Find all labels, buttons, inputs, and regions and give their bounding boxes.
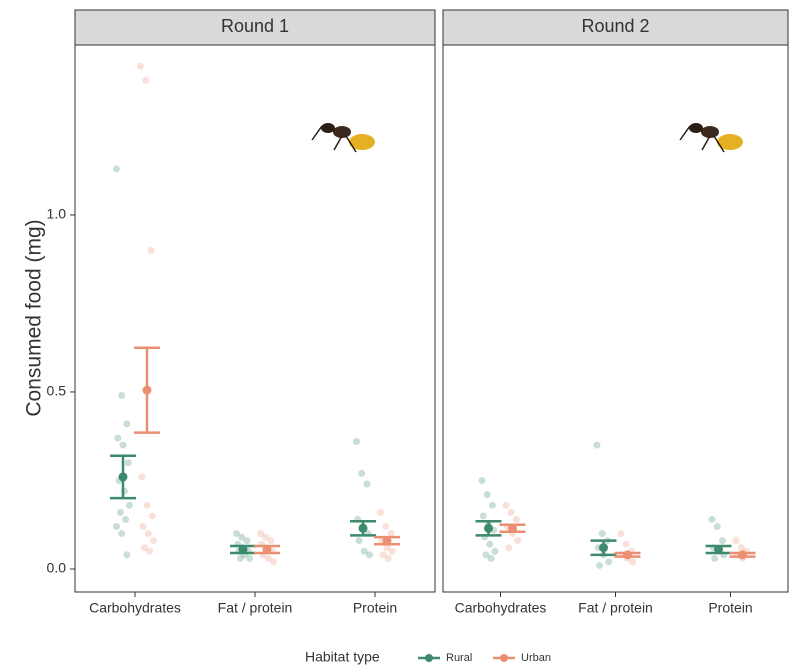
- raw-point: [385, 555, 392, 562]
- raw-point: [142, 77, 149, 84]
- raw-point: [144, 502, 151, 509]
- raw-point: [488, 555, 495, 562]
- raw-point: [120, 442, 127, 449]
- raw-point: [356, 537, 363, 544]
- raw-point: [599, 530, 606, 537]
- legend-title: Habitat type: [305, 649, 380, 665]
- x-tick-label: Protein: [708, 600, 752, 616]
- raw-point: [243, 537, 250, 544]
- legend-label: Rural: [446, 652, 472, 664]
- raw-point: [353, 438, 360, 445]
- x-tick-label: Fat / protein: [218, 600, 293, 616]
- raw-point: [149, 512, 156, 519]
- raw-point: [629, 558, 636, 565]
- raw-point: [117, 509, 124, 516]
- raw-point: [605, 558, 612, 565]
- raw-point: [147, 247, 154, 254]
- raw-point: [118, 530, 125, 537]
- raw-point: [125, 459, 132, 466]
- x-tick-label: Protein: [353, 600, 397, 616]
- raw-point: [145, 530, 152, 537]
- raw-point: [123, 551, 130, 558]
- facet-title: Round 1: [221, 16, 289, 36]
- raw-point: [389, 548, 396, 555]
- raw-point: [366, 551, 373, 558]
- raw-point: [138, 473, 145, 480]
- raw-point: [122, 516, 129, 523]
- raw-point: [508, 509, 515, 516]
- mean-point: [143, 386, 152, 395]
- y-tick-label: 1.0: [47, 206, 67, 222]
- raw-point: [513, 516, 520, 523]
- panel: [443, 45, 788, 592]
- raw-point: [503, 502, 510, 509]
- raw-point: [711, 555, 718, 562]
- raw-point: [270, 558, 277, 565]
- raw-point: [246, 555, 253, 562]
- mean-point: [508, 524, 517, 533]
- raw-point: [618, 530, 625, 537]
- y-tick-label: 0.5: [47, 383, 67, 399]
- mean-point: [239, 545, 248, 554]
- raw-point: [719, 537, 726, 544]
- raw-point: [363, 481, 370, 488]
- raw-point: [486, 541, 493, 548]
- mean-point: [738, 550, 747, 559]
- raw-point: [492, 548, 499, 555]
- raw-point: [733, 537, 740, 544]
- legend-swatch: [425, 654, 433, 662]
- raw-point: [358, 470, 365, 477]
- y-axis-label: Consumed food (mg): [23, 219, 46, 416]
- mean-point: [484, 524, 493, 533]
- raw-point: [123, 420, 130, 427]
- raw-point: [114, 434, 121, 441]
- ant-icon: [680, 123, 743, 152]
- mean-point: [263, 545, 272, 554]
- raw-point: [113, 165, 120, 172]
- raw-point: [709, 516, 716, 523]
- raw-point: [140, 523, 147, 530]
- raw-point: [594, 442, 601, 449]
- raw-point: [505, 544, 512, 551]
- raw-point: [623, 541, 630, 548]
- ant-icon: [312, 123, 375, 152]
- chart: Consumed food (mg) 0.0 0.5 1.0 Round 1 Carbo…: [0, 0, 790, 670]
- mean-point: [119, 472, 128, 481]
- raw-point: [118, 392, 125, 399]
- x-tick-label: Fat / protein: [578, 600, 653, 616]
- raw-point: [146, 548, 153, 555]
- raw-point: [267, 537, 274, 544]
- raw-point: [113, 523, 120, 530]
- raw-point: [596, 562, 603, 569]
- mean-point: [599, 543, 608, 552]
- raw-point: [382, 523, 389, 530]
- mean-point: [623, 550, 632, 559]
- legend-swatch: [500, 654, 508, 662]
- raw-point: [377, 509, 384, 516]
- raw-point: [514, 537, 521, 544]
- raw-point: [484, 491, 491, 498]
- raw-point: [126, 502, 133, 509]
- raw-point: [714, 523, 721, 530]
- mean-point: [383, 536, 392, 545]
- raw-point: [237, 555, 244, 562]
- x-tick-label: Carbohydrates: [455, 600, 547, 616]
- y-tick-label: 0.0: [47, 560, 67, 576]
- mean-point: [359, 524, 368, 533]
- raw-point: [137, 63, 144, 70]
- legend-label: Urban: [521, 652, 551, 664]
- raw-point: [480, 512, 487, 519]
- mean-point: [714, 545, 723, 554]
- raw-point: [489, 502, 496, 509]
- raw-point: [150, 537, 157, 544]
- facet-title: Round 2: [581, 16, 649, 36]
- x-tick-label: Carbohydrates: [89, 600, 181, 616]
- raw-point: [479, 477, 486, 484]
